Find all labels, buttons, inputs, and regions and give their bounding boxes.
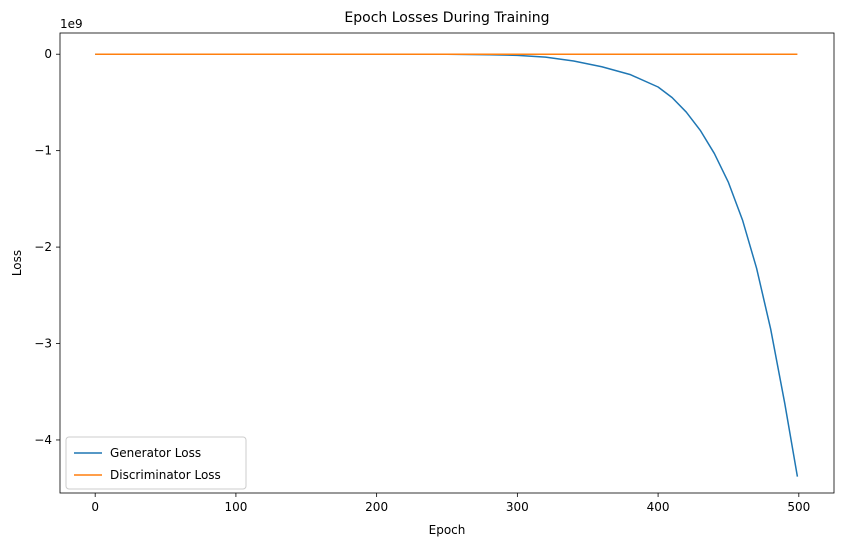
legend: Generator Loss Discriminator Loss: [65, 436, 247, 490]
plot-area: [95, 53, 799, 477]
y-tick-label: −4: [34, 433, 52, 447]
y-axis-title: Loss: [10, 250, 24, 276]
y-tick-label: 0: [44, 47, 52, 61]
y-axis-ticks: 0 −1 −2 −3 −4: [34, 47, 60, 447]
legend-label-generator: Generator Loss: [110, 446, 201, 460]
chart-title: Epoch Losses During Training: [344, 10, 549, 26]
y-tick-label: −1: [34, 144, 52, 158]
y-offset-label: 1e9: [60, 17, 83, 31]
y-tick-label: −2: [34, 240, 52, 254]
legend-label-discriminator: Discriminator Loss: [110, 468, 221, 482]
plot-frame: [59, 32, 835, 494]
x-tick-label: 500: [787, 500, 810, 514]
x-axis-title: Epoch: [429, 523, 466, 537]
x-tick-label: 300: [506, 500, 529, 514]
legend-box: [65, 436, 247, 490]
x-tick-label: 200: [365, 500, 388, 514]
x-tick-label: 0: [91, 500, 99, 514]
x-tick-label: 400: [647, 500, 670, 514]
x-tick-label: 100: [224, 500, 247, 514]
y-tick-label: −3: [34, 337, 52, 351]
x-axis-ticks: 0 100 200 300 400 500: [91, 493, 810, 514]
